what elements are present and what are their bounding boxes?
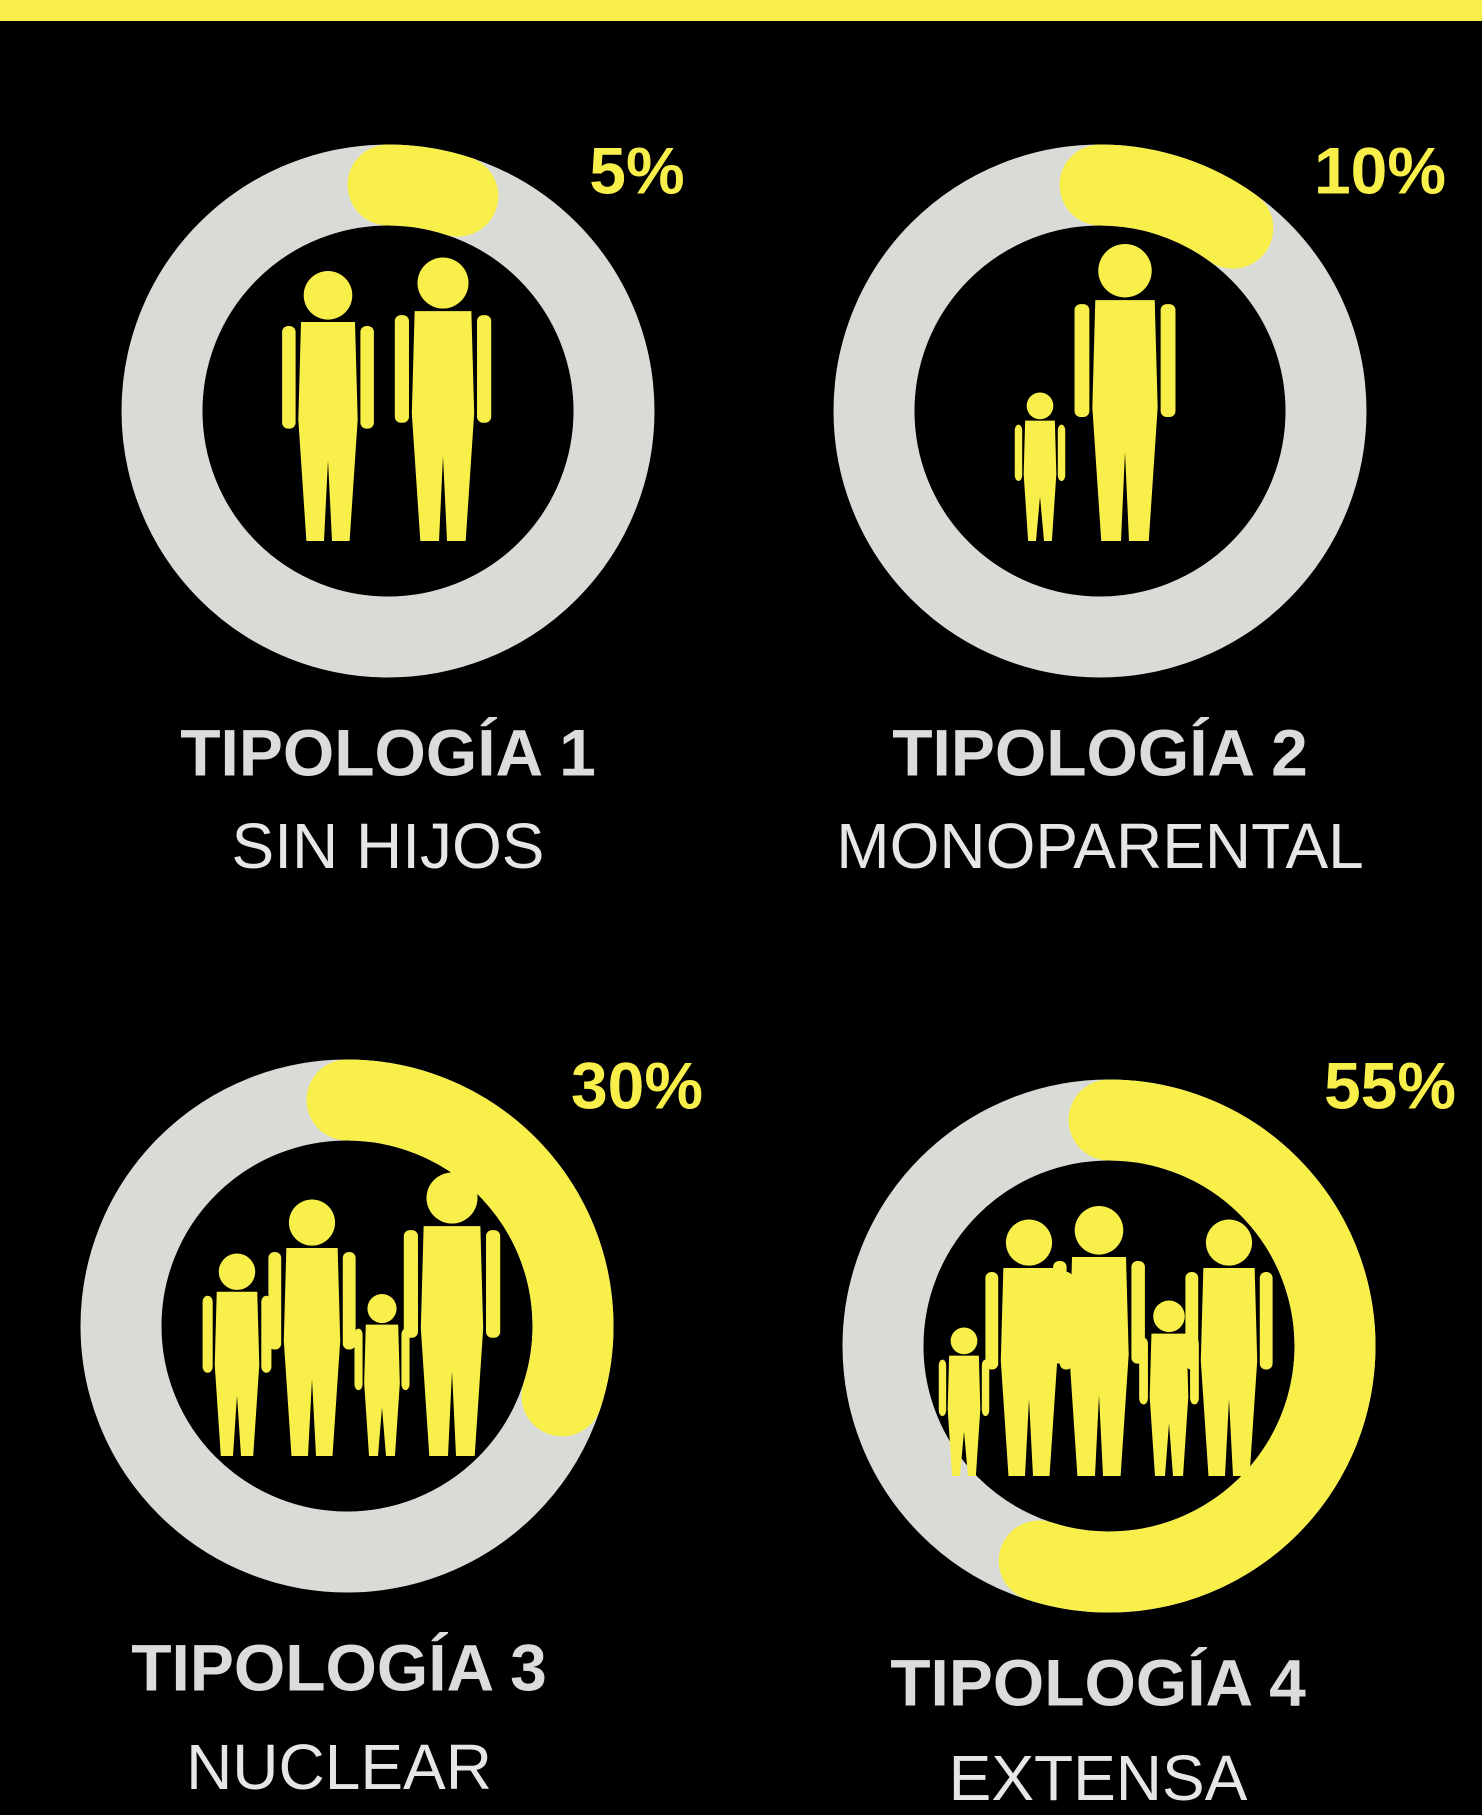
silhouette-head [1006, 1220, 1052, 1266]
silhouette-arm [477, 315, 491, 423]
silhouette-head [1027, 393, 1054, 420]
silhouette-arm [354, 1329, 362, 1391]
silhouette-arm [343, 1252, 356, 1349]
silhouette-head [1206, 1220, 1252, 1266]
silhouette-arm [985, 1272, 998, 1369]
silhouette-head [289, 1200, 335, 1246]
percent-label: 55% [1324, 1048, 1456, 1122]
percent-label: 5% [589, 133, 684, 207]
silhouette-head [219, 1254, 255, 1290]
silhouette-arm [268, 1252, 281, 1349]
silhouette-arm [1053, 1261, 1067, 1364]
typology-subtitle: EXTENSA [949, 1742, 1248, 1814]
silhouette-arm [1260, 1272, 1273, 1369]
silhouette-arm [395, 315, 409, 423]
silhouette-arm [360, 326, 374, 429]
silhouette-head [951, 1328, 978, 1355]
silhouette-head [426, 1173, 477, 1224]
silhouette-arm [404, 1230, 418, 1338]
silhouette-arm [203, 1296, 213, 1373]
silhouette-arm [1058, 425, 1065, 481]
silhouette-arm [1015, 425, 1022, 481]
silhouette-head [367, 1294, 396, 1323]
typology-title: TIPOLOGÍA 4 [890, 1645, 1306, 1719]
donut-arc [1100, 185, 1233, 228]
donut-arc [388, 185, 458, 196]
silhouette-head [417, 258, 468, 309]
silhouette-arm [486, 1230, 500, 1338]
typology-title: TIPOLOGÍA 1 [180, 715, 596, 789]
percent-label: 30% [571, 1048, 703, 1122]
typology-subtitle: MONOPARENTAL [836, 810, 1363, 882]
typology-title: TIPOLOGÍA 3 [131, 1630, 547, 1704]
silhouette-arm [282, 326, 296, 429]
silhouette-head [304, 271, 353, 320]
typology-subtitle: SIN HIJOS [232, 810, 545, 882]
silhouette-arm [1185, 1272, 1198, 1369]
typology-subtitle: NUCLEAR [186, 1731, 492, 1803]
silhouette-arm [1161, 304, 1176, 417]
silhouette-arm [1139, 1338, 1148, 1405]
silhouette-head [1098, 244, 1151, 297]
silhouette-head [1075, 1206, 1124, 1255]
typology-title: TIPOLOGÍA 2 [892, 715, 1308, 789]
top-bar [0, 0, 1482, 21]
silhouette-head [1153, 1301, 1185, 1333]
percent-label: 10% [1314, 133, 1446, 207]
infographic: 5% TIPOLOGÍA 1 SIN HIJOS 10% TIPOLOGÍA 2 MONO… [0, 0, 1482, 1815]
silhouette-arm [401, 1329, 409, 1391]
silhouette-arm [1075, 304, 1090, 417]
silhouette-arm [939, 1360, 946, 1416]
